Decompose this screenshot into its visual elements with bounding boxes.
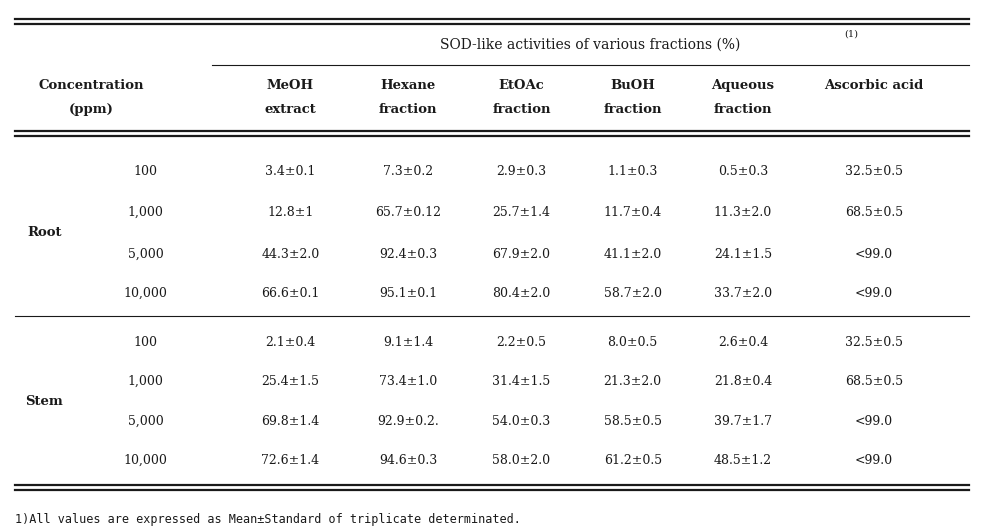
Text: <99.0: <99.0 [855, 414, 892, 428]
Text: 1.1±0.3: 1.1±0.3 [607, 165, 658, 178]
Text: <99.0: <99.0 [855, 287, 892, 300]
Text: 33.7±2.0: 33.7±2.0 [713, 287, 772, 300]
Text: Aqueous: Aqueous [711, 79, 774, 92]
Text: 2.9±0.3: 2.9±0.3 [497, 165, 546, 178]
Text: 68.5±0.5: 68.5±0.5 [844, 206, 903, 219]
Text: Ascorbic acid: Ascorbic acid [825, 79, 923, 92]
Text: 58.7±2.0: 58.7±2.0 [604, 287, 661, 300]
Text: 100: 100 [134, 165, 157, 178]
Text: Root: Root [27, 226, 62, 239]
Text: 65.7±0.12: 65.7±0.12 [375, 206, 442, 219]
Text: 10,000: 10,000 [124, 287, 167, 300]
Text: 25.4±1.5: 25.4±1.5 [262, 375, 319, 388]
Text: BuOH: BuOH [610, 79, 655, 92]
Text: <99.0: <99.0 [855, 454, 892, 467]
Text: 54.0±0.3: 54.0±0.3 [492, 414, 551, 428]
Text: 1,000: 1,000 [128, 206, 163, 219]
Text: SOD-like activities of various fractions (%): SOD-like activities of various fractions… [440, 38, 741, 52]
Text: 94.6±0.3: 94.6±0.3 [379, 454, 438, 467]
Text: <99.0: <99.0 [855, 247, 892, 261]
Text: 67.9±2.0: 67.9±2.0 [493, 247, 550, 261]
Text: Stem: Stem [26, 395, 63, 408]
Text: 32.5±0.5: 32.5±0.5 [845, 336, 902, 348]
Text: 5,000: 5,000 [128, 247, 163, 261]
Text: 25.7±1.4: 25.7±1.4 [493, 206, 550, 219]
Text: 11.7±0.4: 11.7±0.4 [603, 206, 662, 219]
Text: 58.0±2.0: 58.0±2.0 [492, 454, 551, 467]
Text: 44.3±2.0: 44.3±2.0 [261, 247, 320, 261]
Text: 92.4±0.3: 92.4±0.3 [379, 247, 438, 261]
Text: 80.4±2.0: 80.4±2.0 [492, 287, 551, 300]
Text: 100: 100 [134, 336, 157, 348]
Text: fraction: fraction [713, 103, 772, 115]
Text: 92.9±0.2.: 92.9±0.2. [378, 414, 439, 428]
Text: 48.5±1.2: 48.5±1.2 [713, 454, 772, 467]
Text: 68.5±0.5: 68.5±0.5 [844, 375, 903, 388]
Text: 41.1±2.0: 41.1±2.0 [603, 247, 662, 261]
Text: 10,000: 10,000 [124, 454, 167, 467]
Text: 11.3±2.0: 11.3±2.0 [713, 206, 772, 219]
Text: 24.1±1.5: 24.1±1.5 [713, 247, 772, 261]
Text: fraction: fraction [492, 103, 551, 115]
Text: MeOH: MeOH [267, 79, 314, 92]
Text: (ppm): (ppm) [69, 103, 114, 115]
Text: 32.5±0.5: 32.5±0.5 [845, 165, 902, 178]
Text: 58.5±0.5: 58.5±0.5 [604, 414, 661, 428]
Text: 5,000: 5,000 [128, 414, 163, 428]
Text: 21.3±2.0: 21.3±2.0 [603, 375, 662, 388]
Text: fraction: fraction [603, 103, 662, 115]
Text: 31.4±1.5: 31.4±1.5 [492, 375, 551, 388]
Text: 61.2±0.5: 61.2±0.5 [603, 454, 662, 467]
Text: 69.8±1.4: 69.8±1.4 [261, 414, 320, 428]
Text: 1,000: 1,000 [128, 375, 163, 388]
Text: 66.6±0.1: 66.6±0.1 [261, 287, 320, 300]
Text: 2.2±0.5: 2.2±0.5 [497, 336, 546, 348]
Text: 8.0±0.5: 8.0±0.5 [607, 336, 658, 348]
Text: 95.1±0.1: 95.1±0.1 [379, 287, 438, 300]
Text: 73.4±1.0: 73.4±1.0 [379, 375, 438, 388]
Text: 2.6±0.4: 2.6±0.4 [717, 336, 769, 348]
Text: EtOAc: EtOAc [499, 79, 544, 92]
Text: 72.6±1.4: 72.6±1.4 [261, 454, 320, 467]
Text: Concentration: Concentration [38, 79, 145, 92]
Text: 12.8±1: 12.8±1 [267, 206, 314, 219]
Text: extract: extract [265, 103, 316, 115]
Text: 1)All values are expressed as Mean±Standard of triplicate determinated.: 1)All values are expressed as Mean±Stand… [15, 512, 521, 526]
Text: Hexane: Hexane [381, 79, 436, 92]
Text: 39.7±1.7: 39.7±1.7 [714, 414, 771, 428]
Text: 7.3±0.2: 7.3±0.2 [384, 165, 433, 178]
Text: 3.4±0.1: 3.4±0.1 [265, 165, 316, 178]
Text: 9.1±1.4: 9.1±1.4 [383, 336, 434, 348]
Text: 21.8±0.4: 21.8±0.4 [713, 375, 772, 388]
Text: 0.5±0.3: 0.5±0.3 [717, 165, 769, 178]
Text: fraction: fraction [379, 103, 438, 115]
Text: 2.1±0.4: 2.1±0.4 [265, 336, 316, 348]
Text: (1): (1) [844, 29, 858, 38]
